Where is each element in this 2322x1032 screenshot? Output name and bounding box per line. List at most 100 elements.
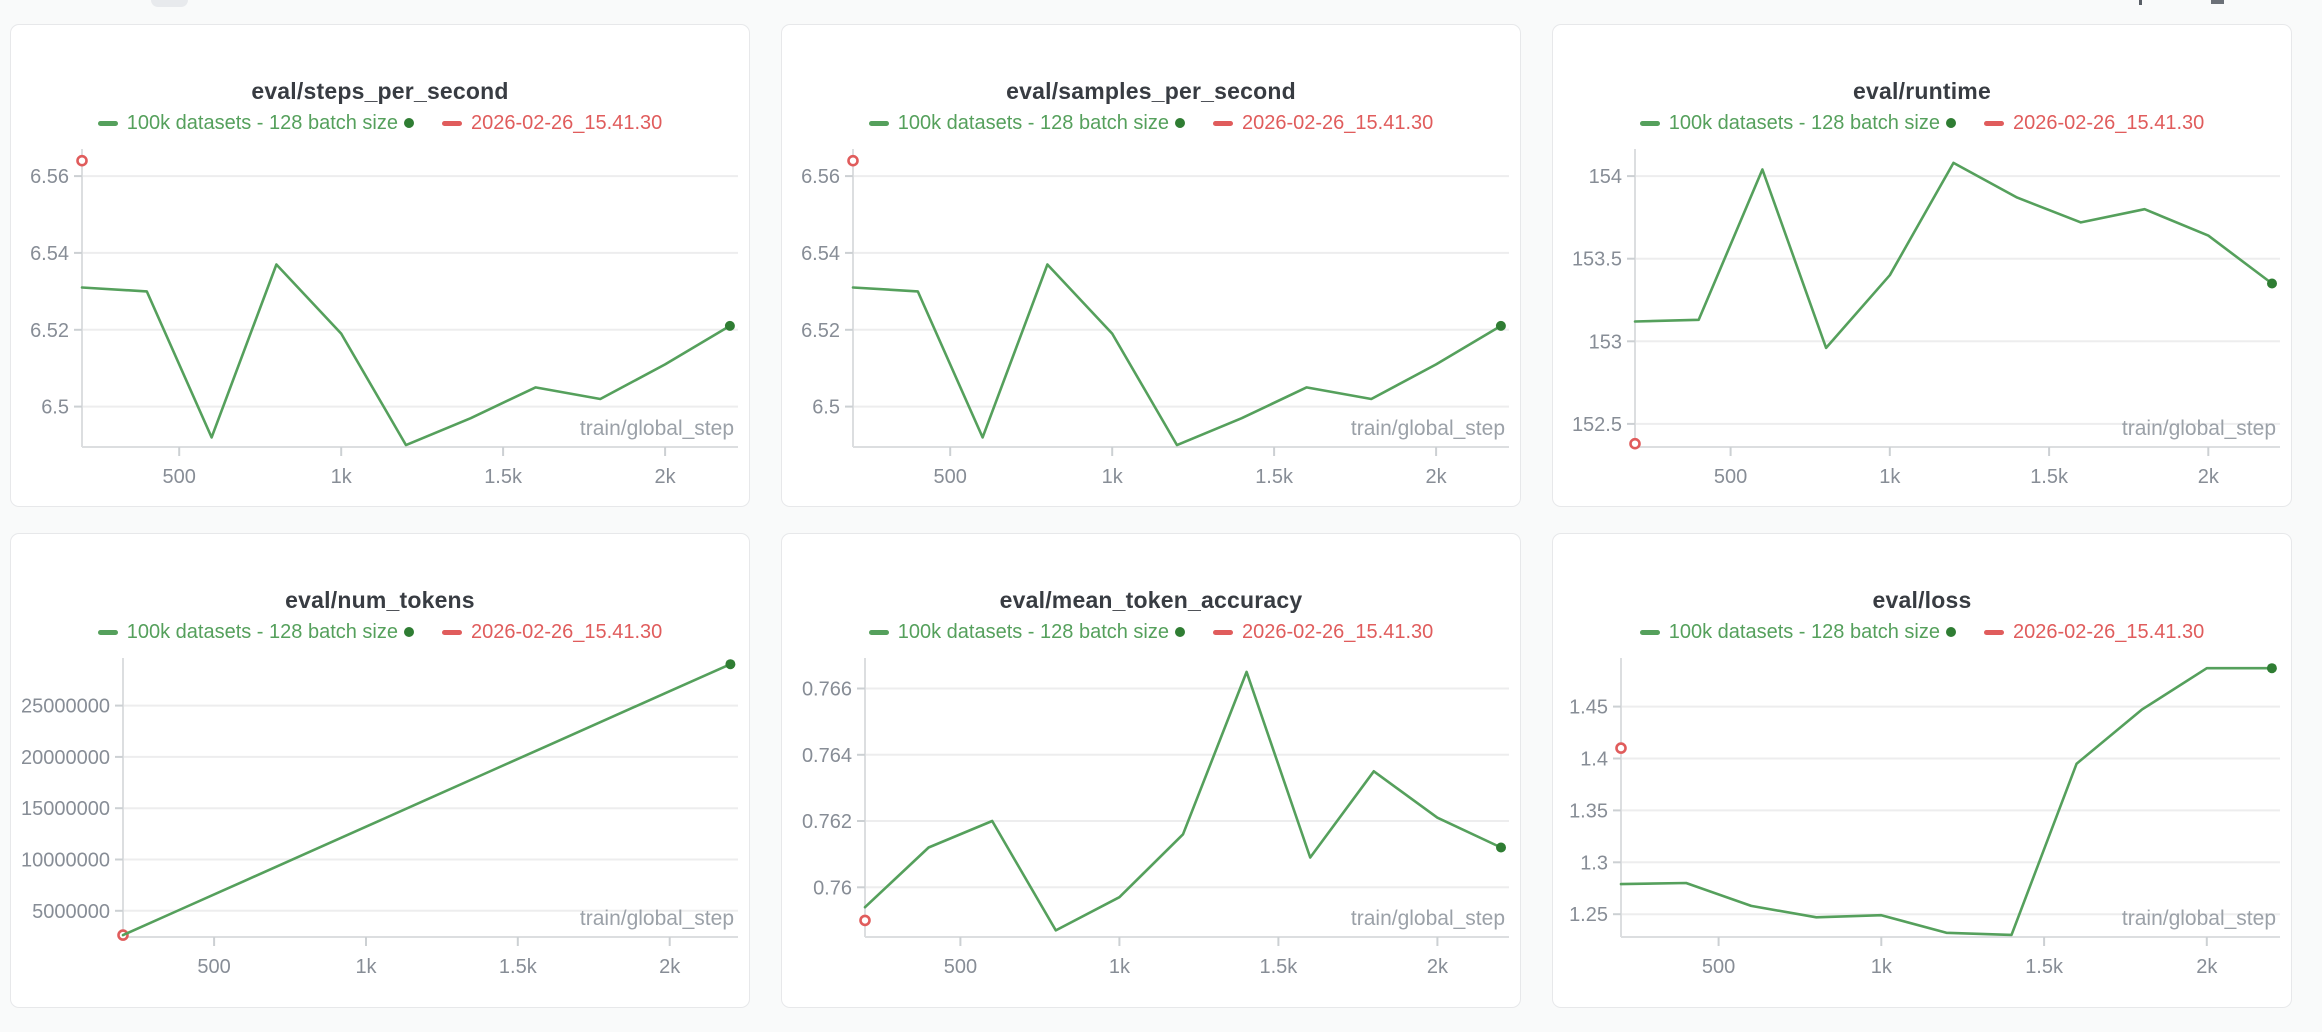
- series-end-dot: [2267, 278, 2277, 289]
- x-tick-label: 2k: [2196, 956, 2218, 978]
- series-line[interactable]: [1619, 666, 2274, 937]
- legend-series-1-label[interactable]: 100k datasets - 128 batch size: [1668, 111, 1940, 134]
- x-tick-label: 1.5k: [484, 466, 523, 488]
- x-axis-label: train/global_step: [580, 907, 734, 930]
- chart-card: eval/steps_per_second 100k datasets - 12…: [10, 24, 750, 507]
- chart-plot-area[interactable]: 6.5 6.52 6.54 6.56 500 1k 1.5k 2k train/global_s…: [15, 147, 749, 495]
- x-tick-label: 500: [197, 956, 230, 978]
- chart-card: eval/samples_per_second 100k datasets - …: [781, 24, 1521, 507]
- legend-series-1-label[interactable]: 100k datasets - 128 batch size: [897, 620, 1169, 643]
- y-tick-label: 0.766: [802, 679, 852, 701]
- series-line[interactable]: [121, 662, 732, 937]
- y-tick-label: 6.52: [801, 320, 840, 342]
- x-tick-label: 500: [1702, 956, 1735, 978]
- y-tick-label: 1.4: [1580, 749, 1608, 771]
- series-line[interactable]: [1633, 161, 2274, 350]
- legend-green-line-icon: [97, 629, 118, 635]
- x-tick-label: 500: [163, 466, 196, 488]
- y-tick-label: 5000000: [32, 901, 110, 923]
- chart-card: eval/runtime 100k datasets - 128 batch s…: [1552, 24, 2292, 507]
- legend-red-line-icon: [1984, 120, 2004, 126]
- chart-plot-area[interactable]: 0.76 0.762 0.764 0.766 500 1k 1.5k 2k train/glob…: [786, 656, 1520, 985]
- y-tick-label: 6.52: [30, 320, 69, 342]
- legend-series-2-label[interactable]: 2026-02-26_15.41.30: [471, 111, 663, 134]
- x-tick-label: 500: [934, 466, 967, 488]
- x-tick-label: 2k: [2198, 466, 2220, 488]
- x-tick-label: 2k: [1427, 956, 1449, 978]
- top-toolbar-fragment: [0, 0, 2322, 24]
- x-axis-label: train/global_step: [2122, 417, 2276, 440]
- chart-title: eval/samples_per_second: [1006, 78, 1296, 104]
- y-tick-label: 0.762: [802, 811, 852, 833]
- red-run-marker[interactable]: [1615, 742, 1627, 754]
- legend-series-2-label[interactable]: 2026-02-26_15.41.30: [471, 620, 663, 643]
- series-line[interactable]: [863, 670, 1503, 932]
- x-axis-label: train/global_step: [1351, 907, 1505, 930]
- x-tick-label: 2k: [655, 466, 677, 488]
- x-tick-label: 1.5k: [2025, 956, 2064, 978]
- y-tick-label: 25000000: [21, 696, 110, 718]
- y-tick-label: 1.35: [1569, 800, 1608, 822]
- x-tick-label: 1k: [1102, 466, 1124, 488]
- chart-legend: 100k datasets - 128 batch size 2026-02-2…: [1553, 111, 2291, 135]
- y-tick-label: 6.5: [812, 397, 840, 419]
- x-tick-label: 2k: [1426, 466, 1448, 488]
- x-tick-label: 2k: [659, 956, 681, 978]
- chart-title: eval/loss: [1872, 587, 1972, 613]
- chart-legend: 100k datasets - 128 batch size 2026-02-2…: [782, 620, 1520, 644]
- x-tick-label: 1k: [1109, 956, 1131, 978]
- legend-active-run-dot-icon: [1175, 627, 1185, 637]
- chart-plot-area[interactable]: 6.5 6.52 6.54 6.56 500 1k 1.5k 2k train/global_s…: [786, 147, 1520, 495]
- y-tick-label: 6.56: [30, 166, 69, 188]
- legend-series-2-label[interactable]: 2026-02-26_15.41.30: [1242, 111, 1434, 134]
- chart-title: eval/runtime: [1853, 78, 1991, 104]
- y-tick-label: 10000000: [21, 850, 110, 872]
- legend-series-1-label[interactable]: 100k datasets - 128 batch size: [897, 111, 1169, 134]
- red-run-marker[interactable]: [859, 914, 871, 927]
- legend-active-run-dot-icon: [1946, 118, 1956, 128]
- x-tick-label: 1k: [1879, 466, 1901, 488]
- y-tick-label: 152.5: [1572, 414, 1622, 436]
- x-tick-label: 500: [1714, 466, 1747, 488]
- partial-icon-fragment-1[interactable]: [2139, 0, 2142, 5]
- legend-series-1-label[interactable]: 100k datasets - 128 batch size: [1668, 620, 1940, 643]
- red-run-marker[interactable]: [76, 154, 88, 167]
- x-axis-label: train/global_step: [1351, 417, 1505, 440]
- legend-series-1-label[interactable]: 100k datasets - 128 batch size: [126, 620, 398, 643]
- chart-plot-area[interactable]: 152.5 153 153.5 154 500 1k 1.5k 2k train/global_…: [1557, 147, 2291, 495]
- x-tick-label: 1.5k: [2030, 466, 2069, 488]
- y-tick-label: 0.76: [813, 877, 852, 899]
- legend-active-run-dot-icon: [1946, 627, 1956, 637]
- chart-legend: 100k datasets - 128 batch size 2026-02-2…: [11, 620, 749, 644]
- partial-icon-fragment-2[interactable]: [2211, 0, 2224, 4]
- legend-green-line-icon: [1639, 120, 1660, 126]
- y-tick-label: 6.56: [801, 166, 840, 188]
- red-run-marker[interactable]: [847, 154, 859, 167]
- x-axis-label: train/global_step: [2122, 907, 2276, 930]
- legend-series-1-label[interactable]: 100k datasets - 128 batch size: [126, 111, 398, 134]
- legend-series-2-label[interactable]: 2026-02-26_15.41.30: [2013, 620, 2205, 643]
- chart-title: eval/steps_per_second: [251, 78, 509, 104]
- chart-legend: 100k datasets - 128 batch size 2026-02-2…: [782, 111, 1520, 135]
- chart-plot-area[interactable]: 1.25 1.3 1.35 1.4 1.45 500 1k 1.5k 2k train/globa…: [1557, 656, 2291, 985]
- legend-red-line-icon: [1984, 629, 2004, 635]
- series-line[interactable]: [80, 263, 732, 447]
- y-tick-label: 0.764: [802, 745, 852, 767]
- y-tick-label: 6.54: [30, 243, 69, 265]
- legend-series-2-label[interactable]: 2026-02-26_15.41.30: [1242, 620, 1434, 643]
- x-tick-label: 1.5k: [1255, 466, 1294, 488]
- x-tick-label: 1.5k: [1259, 956, 1298, 978]
- x-tick-label: 500: [944, 956, 977, 978]
- chart-card: eval/loss 100k datasets - 128 batch size…: [1552, 533, 2292, 1008]
- red-run-marker[interactable]: [1629, 437, 1641, 450]
- legend-red-line-icon: [442, 629, 462, 635]
- legend-series-2-label[interactable]: 2026-02-26_15.41.30: [2013, 111, 2205, 134]
- partial-button-fragment[interactable]: [151, 0, 188, 7]
- chart-plot-area[interactable]: 5000000 10000000 15000000 20000000 25000000 5…: [15, 656, 749, 985]
- chart-title: eval/mean_token_accuracy: [999, 587, 1303, 613]
- chart-title: eval/num_tokens: [285, 587, 475, 613]
- legend-red-line-icon: [1213, 629, 1233, 635]
- y-tick-label: 6.5: [41, 397, 69, 419]
- series-line[interactable]: [851, 263, 1503, 447]
- series-end-dot: [725, 659, 736, 670]
